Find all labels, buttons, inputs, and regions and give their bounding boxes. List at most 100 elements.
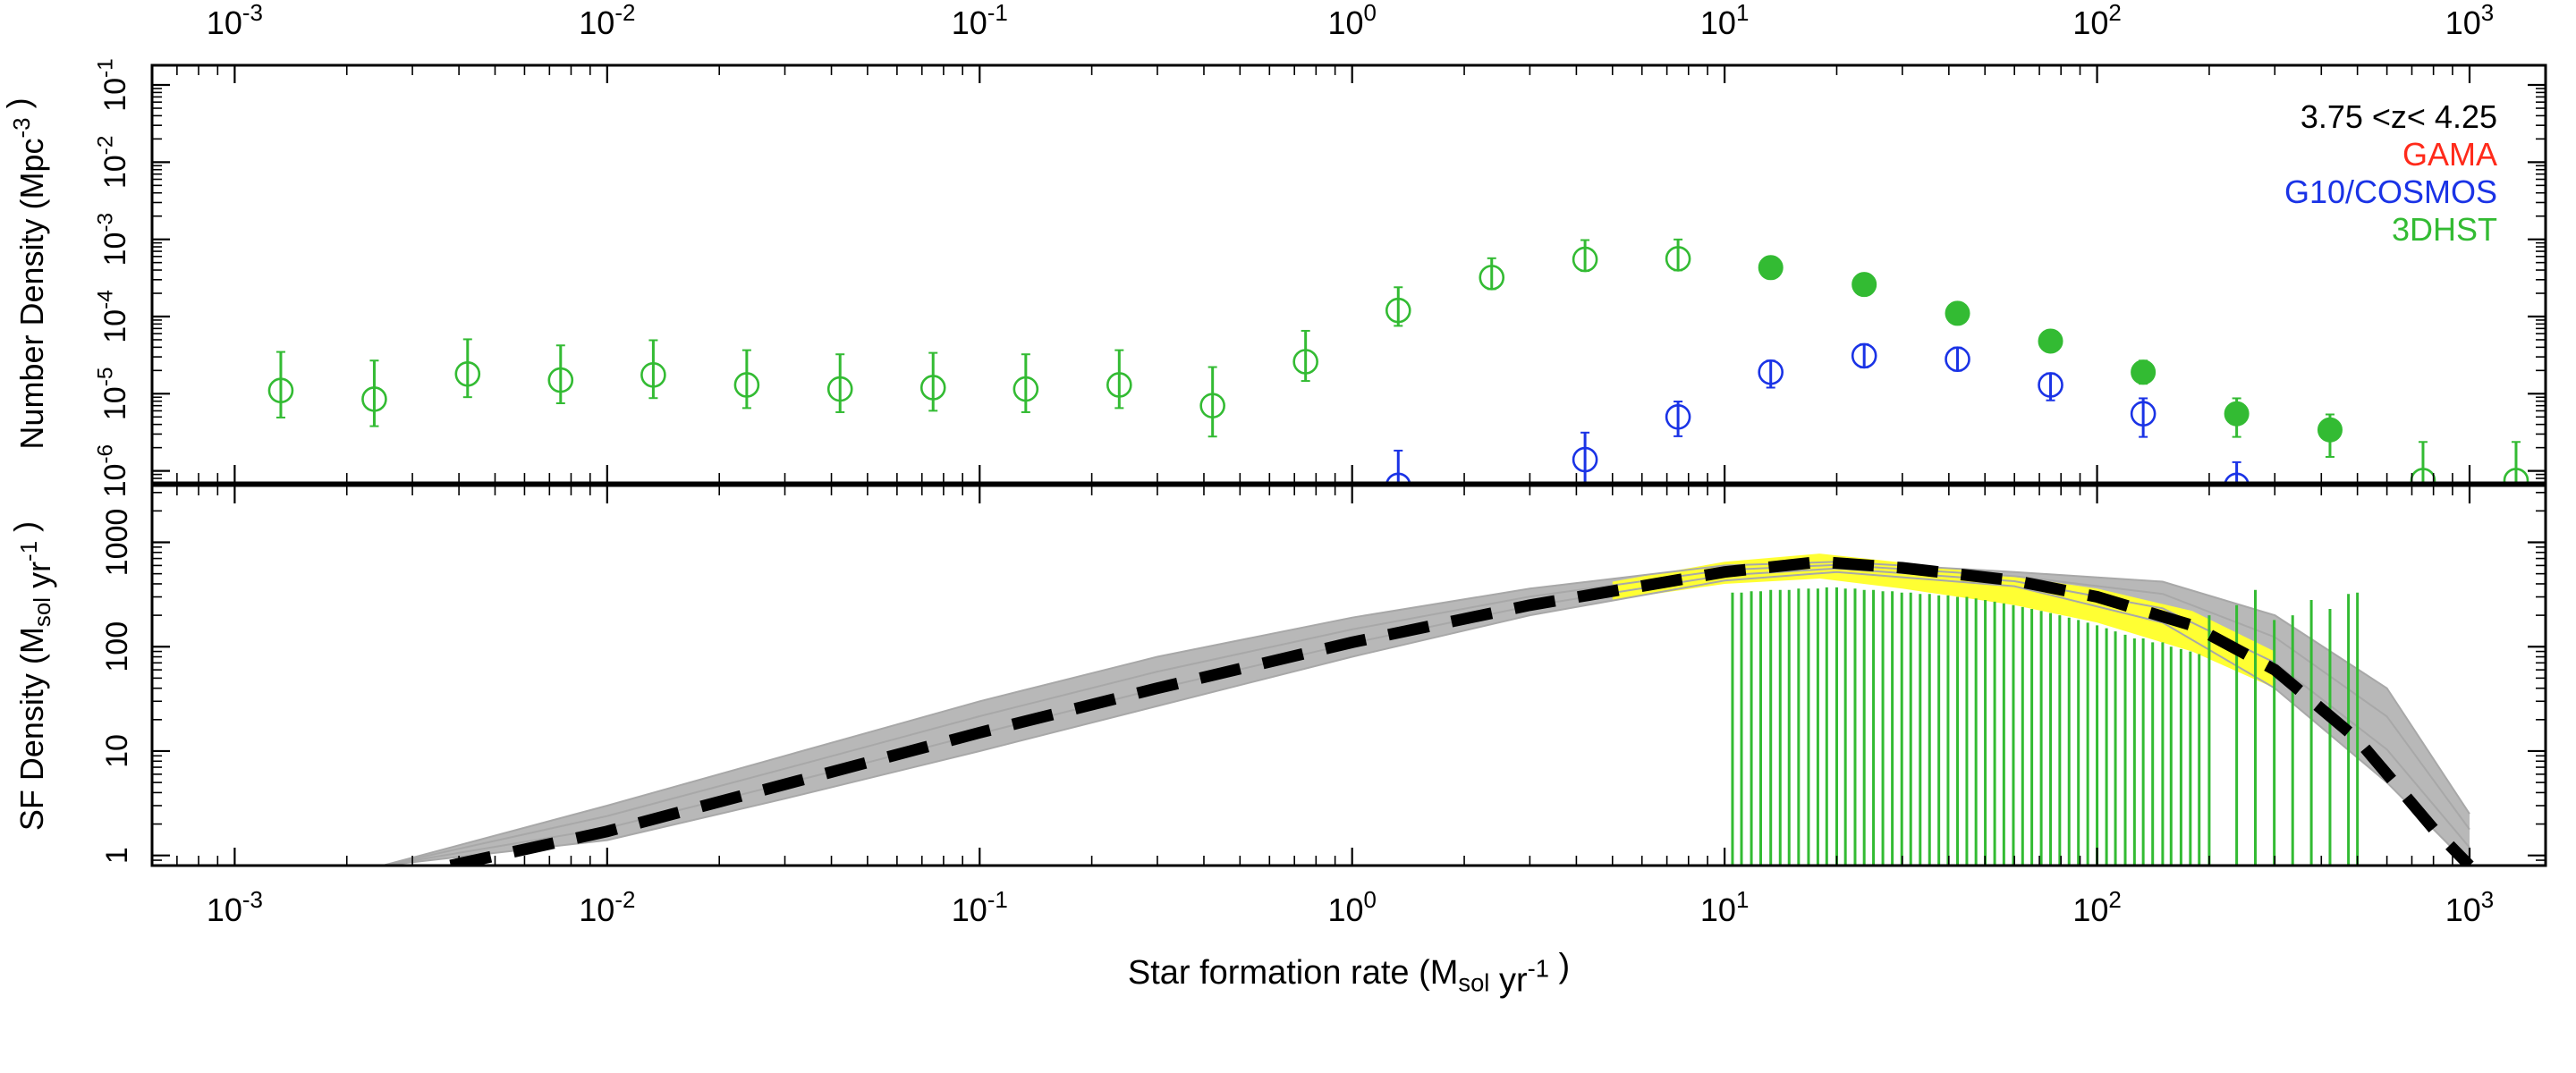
marker bbox=[1851, 342, 1877, 369]
marker bbox=[267, 377, 294, 404]
3dhst-data-point bbox=[733, 349, 760, 410]
3dhst-data-point bbox=[1572, 239, 1598, 273]
g10-cosmos-data-point bbox=[1945, 346, 1970, 373]
bottom-panel-frame bbox=[150, 484, 2547, 867]
g10-cosmos-data-point bbox=[1385, 449, 1411, 483]
top-plot-area bbox=[267, 238, 2529, 483]
top-x-tick-label: 101 bbox=[1700, 1, 1749, 41]
marker bbox=[454, 360, 481, 387]
top-x-tick-label: 103 bbox=[2445, 1, 2494, 41]
bottom-y-axis-title: SF Density (Msol yr-1 ) bbox=[7, 521, 57, 831]
marker bbox=[1572, 446, 1598, 473]
3dhst-data-point bbox=[1292, 329, 1318, 383]
marker bbox=[733, 372, 760, 398]
g10-cosmos-data-point bbox=[1758, 359, 1784, 389]
legend-entry-3dhst: 3DHST bbox=[2392, 211, 2497, 248]
marker bbox=[1665, 246, 1691, 272]
top-y-tick-label: 10-2 bbox=[94, 136, 132, 190]
3dhst-data-point bbox=[2131, 359, 2157, 385]
bottom-x-tick-label: 10-1 bbox=[952, 888, 1008, 928]
top-y-tick-label: 10-6 bbox=[94, 444, 132, 498]
3dhst-data-point bbox=[1945, 300, 1970, 326]
marker bbox=[640, 362, 666, 388]
bottom-y-tick-label: 1 bbox=[100, 847, 134, 864]
top-y-tick-label: 10-5 bbox=[94, 368, 132, 421]
top-x-tick-label: 10-3 bbox=[207, 1, 263, 41]
marker bbox=[1385, 297, 1411, 324]
3dhst-data-point bbox=[640, 339, 666, 400]
bottom-x-tick-label: 103 bbox=[2445, 888, 2494, 928]
marker bbox=[1665, 403, 1691, 430]
3dhst-data-point bbox=[2410, 441, 2436, 483]
g10-cosmos-data-point bbox=[2038, 372, 2063, 401]
bottom-x-tick-label: 101 bbox=[1700, 888, 1749, 928]
bottom-x-tick-label: 102 bbox=[2072, 888, 2121, 928]
top-y-tick-label: 10-1 bbox=[94, 58, 132, 112]
top-x-tick-label: 10-2 bbox=[579, 1, 635, 41]
marker bbox=[1013, 376, 1039, 402]
marker bbox=[1572, 246, 1598, 273]
bottom-y-tick-label: 1000 bbox=[100, 509, 134, 577]
g10-cosmos-data-point bbox=[2224, 460, 2250, 483]
3dhst-data-point bbox=[1385, 286, 1411, 327]
marker bbox=[1758, 359, 1784, 385]
marker bbox=[2131, 359, 2157, 385]
marker bbox=[2038, 328, 2063, 354]
legend-entry-g10-cosmos: G10/COSMOS bbox=[2284, 173, 2497, 210]
3dhst-data-point bbox=[1199, 366, 1225, 438]
marker bbox=[547, 367, 574, 393]
marker bbox=[1479, 265, 1505, 291]
3dhst-data-point bbox=[2038, 328, 2063, 354]
3dhst-data-point bbox=[1106, 349, 1132, 410]
3dhst-data-point bbox=[2317, 413, 2343, 458]
3dhst-data-point bbox=[361, 359, 387, 427]
marker bbox=[2503, 468, 2529, 483]
g10-cosmos-data-point bbox=[1851, 342, 1877, 369]
3dhst-data-point bbox=[1479, 257, 1505, 291]
top-x-tick-label: 10-1 bbox=[952, 1, 1008, 41]
marker bbox=[1106, 372, 1132, 398]
top-x-tick-label: 102 bbox=[2072, 1, 2121, 41]
top-y-tick-label: 10-3 bbox=[94, 213, 132, 266]
top-panel-frame bbox=[150, 63, 2547, 485]
bottom-x-tick-label: 100 bbox=[1327, 888, 1376, 928]
marker bbox=[1852, 272, 1877, 298]
bottom-plot-area bbox=[382, 553, 2474, 866]
bottom-x-tick-label: 10-2 bbox=[579, 888, 635, 928]
legend-title: 3.75 <z< 4.25 bbox=[2301, 98, 2497, 135]
g10-cosmos-data-point bbox=[2130, 397, 2157, 438]
marker bbox=[1385, 472, 1411, 483]
3dhst-data-point bbox=[1665, 238, 1691, 272]
best-fit-dashed-line bbox=[449, 555, 2474, 866]
3dhst-data-point bbox=[2503, 441, 2529, 483]
3dhst-data-point bbox=[919, 351, 946, 412]
3dhst-data-point bbox=[547, 344, 574, 405]
marker bbox=[2317, 417, 2343, 443]
marker bbox=[2224, 472, 2250, 483]
3dhst-data-point bbox=[454, 338, 481, 399]
top-y-tick-label: 10-4 bbox=[94, 290, 132, 343]
3dhst-data-point bbox=[267, 351, 294, 418]
3dhst-data-point bbox=[2224, 397, 2250, 438]
x-axis-title: Star formation rate (Msol yr-1 ) bbox=[1128, 947, 1570, 999]
legend-entry-gama: GAMA bbox=[2402, 136, 2497, 173]
3dhst-data-point bbox=[1013, 353, 1039, 413]
3dhst-data-point bbox=[826, 353, 853, 413]
marker bbox=[1758, 255, 1784, 281]
top-y-axis-title: Number Density (Mpc-3 ) bbox=[0, 97, 50, 449]
marker bbox=[2224, 401, 2250, 427]
marker bbox=[2130, 401, 2157, 427]
top-x-tick-label: 100 bbox=[1327, 1, 1376, 41]
g10-cosmos-data-point bbox=[1665, 401, 1691, 437]
marker bbox=[1292, 349, 1318, 375]
bottom-y-tick-label: 10 bbox=[100, 734, 134, 768]
marker bbox=[1945, 300, 1970, 326]
3dhst-data-point bbox=[1758, 255, 1784, 281]
marker bbox=[919, 375, 946, 401]
marker bbox=[1945, 346, 1970, 373]
bottom-y-tick-label: 100 bbox=[100, 621, 134, 672]
marker bbox=[361, 386, 387, 412]
